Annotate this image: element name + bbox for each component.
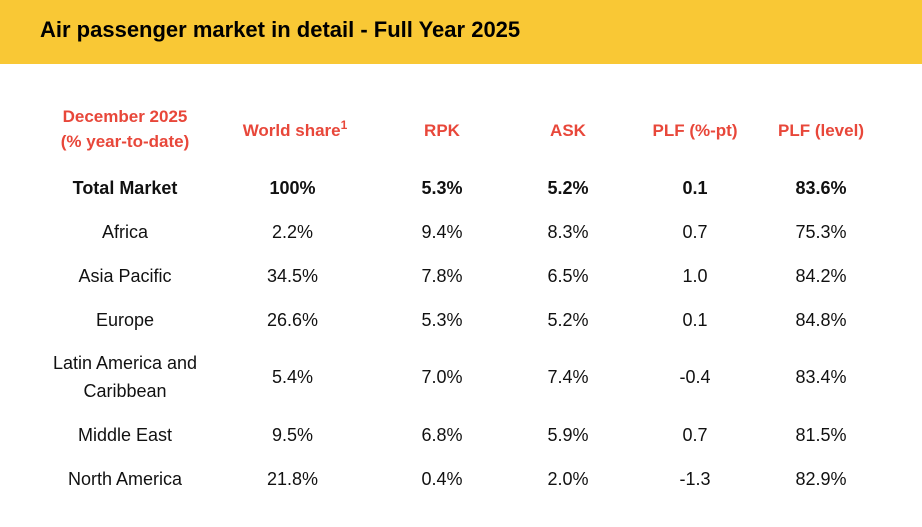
cell-rpk: 5.3%: [421, 310, 463, 330]
cell-plf-pt: 0.1: [682, 178, 708, 198]
page-title: Air passenger market in detail - Full Ye…: [40, 17, 521, 42]
cell-plf-pt: -1.3: [679, 469, 711, 489]
cell-ask: 5.2%: [547, 310, 589, 330]
cell-plf-pt: -0.4: [679, 367, 711, 387]
cell-rpk: 7.8%: [421, 266, 463, 286]
footnote-marker: 1: [340, 118, 348, 132]
cell-plf-level: 83.4%: [795, 367, 847, 387]
column-header-world-share: World share1: [215, 118, 375, 143]
cell-region: Total Market: [72, 178, 178, 198]
cell-world-share: 5.4%: [271, 367, 314, 387]
cell-rpk: 9.4%: [421, 222, 463, 242]
column-header-ask: ASK: [550, 121, 586, 140]
cell-ask: 7.4%: [547, 367, 589, 387]
cell-plf-pt: 0.1: [682, 310, 708, 330]
cell-rpk: 5.3%: [421, 178, 463, 198]
cell-ask: 2.0%: [547, 469, 589, 489]
cell-plf-level: 84.2%: [795, 266, 847, 286]
cell-ask: 5.2%: [547, 178, 589, 198]
cell-region: Middle East: [77, 425, 173, 445]
world-share-label: World share: [242, 121, 341, 140]
column-header-plf-pt: PLF (%-pt): [652, 121, 738, 140]
cell-world-share: 9.5%: [271, 425, 314, 445]
cell-world-share: 26.6%: [266, 310, 319, 330]
cell-plf-level: 75.3%: [795, 222, 847, 242]
column-header-rpk: RPK: [424, 121, 460, 140]
cell-plf-level: 83.6%: [795, 178, 847, 198]
cell-plf-level: 84.8%: [795, 310, 847, 330]
cell-region: North America: [67, 469, 183, 489]
cell-plf-pt: 1.0: [682, 266, 708, 286]
title-bar: [0, 0, 922, 64]
cell-world-share: 100%: [269, 178, 316, 198]
cell-rpk: 6.8%: [421, 425, 463, 445]
column-header-period-line1: December 2025: [62, 107, 188, 126]
column-header-period-line2: (% year-to-date): [60, 132, 190, 151]
cell-plf-pt: 0.7: [682, 425, 708, 445]
cell-ask: 5.9%: [547, 425, 589, 445]
cell-region: Europe: [95, 310, 155, 330]
cell-world-share: 34.5%: [266, 266, 319, 286]
cell-region: Asia Pacific: [78, 266, 172, 286]
column-header-plf-level: PLF (level): [778, 121, 864, 140]
cell-plf-pt: 0.7: [682, 222, 708, 242]
cell-world-share: 21.8%: [266, 469, 319, 489]
cell-region: Latin America and Caribbean: [52, 353, 198, 401]
cell-region: Africa: [101, 222, 148, 242]
cell-rpk: 0.4%: [421, 469, 463, 489]
cell-world-share: 2.2%: [271, 222, 314, 242]
cell-rpk: 7.0%: [421, 367, 463, 387]
cell-plf-level: 82.9%: [795, 469, 847, 489]
cell-ask: 6.5%: [547, 266, 589, 286]
cell-plf-level: 81.5%: [795, 425, 847, 445]
cell-ask: 8.3%: [547, 222, 589, 242]
column-header-period: December 2025 (% year-to-date): [40, 104, 210, 154]
